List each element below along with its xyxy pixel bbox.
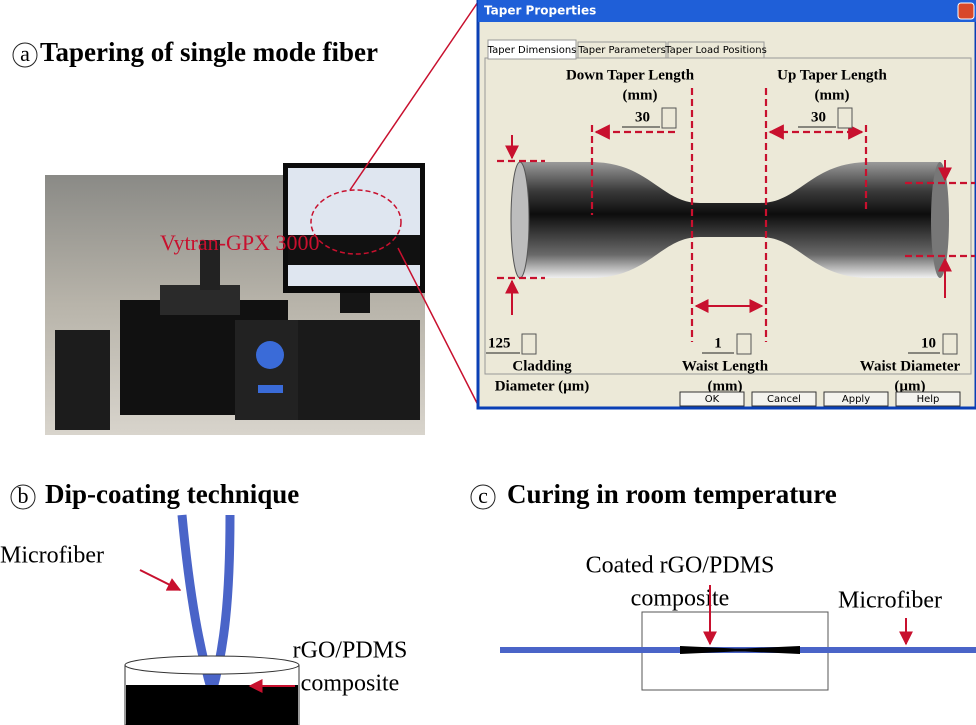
close-button[interactable]	[958, 3, 974, 19]
photo: Vytran-GPX 3000	[45, 163, 425, 435]
dialog-title: Taper Properties	[484, 4, 596, 18]
cured-fiber	[500, 612, 976, 690]
dimension-label: Up Taper Length	[777, 67, 887, 83]
button-label: Help	[917, 394, 940, 405]
dialog: Taper Properties Taper Dimensions Taper …	[478, 0, 976, 408]
button-label: Cancel	[767, 394, 801, 405]
panel-label: a	[20, 41, 30, 66]
tab-label: Taper Load Positions	[664, 45, 767, 56]
button-label: OK	[705, 394, 720, 405]
panel-label: c	[478, 483, 488, 508]
panel-title: Curing in room temperature	[507, 479, 837, 509]
tab-label: Taper Dimensions	[487, 45, 577, 56]
label: composite	[301, 671, 400, 697]
label: Coated rGO/PDMS	[586, 553, 775, 579]
dimension-unit: (mm)	[623, 87, 658, 103]
dimension-label: Cladding	[512, 358, 572, 374]
panel-label: b	[18, 483, 29, 508]
dip-setup	[125, 515, 299, 725]
spin-value[interactable]: 10	[921, 335, 936, 351]
photo-label: Vytran-GPX 3000	[160, 230, 320, 255]
spin-value[interactable]: 125	[488, 335, 511, 351]
spin-button[interactable]	[522, 334, 536, 354]
spin-button[interactable]	[838, 108, 852, 128]
label: composite	[631, 586, 730, 612]
spin-value[interactable]: 30	[635, 109, 650, 125]
label: Microfiber	[838, 588, 942, 614]
dimension-label: Diameter (µm)	[495, 378, 590, 394]
button-label: Apply	[842, 394, 870, 405]
label: rGO/PDMS	[293, 638, 408, 664]
spin-value[interactable]: 30	[811, 109, 826, 125]
label: Microfiber	[0, 543, 104, 569]
dimension-label: Waist Diameter	[860, 358, 961, 374]
tab-label: Taper Parameters	[577, 45, 666, 56]
dimension-unit: (mm)	[815, 87, 850, 103]
spin-button[interactable]	[737, 334, 751, 354]
panel-title: Dip-coating technique	[45, 479, 299, 509]
dimension-label: Waist Length	[682, 358, 769, 374]
figure: a Tapering of single mode fiber Vytran-G…	[0, 0, 976, 725]
spin-button[interactable]	[943, 334, 957, 354]
zoom-line	[350, 2, 478, 190]
dimension-label: Down Taper Length	[566, 67, 695, 83]
panel-title: Tapering of single mode fiber	[40, 37, 378, 67]
spin-button[interactable]	[662, 108, 676, 128]
spin-value[interactable]: 1	[714, 335, 722, 351]
